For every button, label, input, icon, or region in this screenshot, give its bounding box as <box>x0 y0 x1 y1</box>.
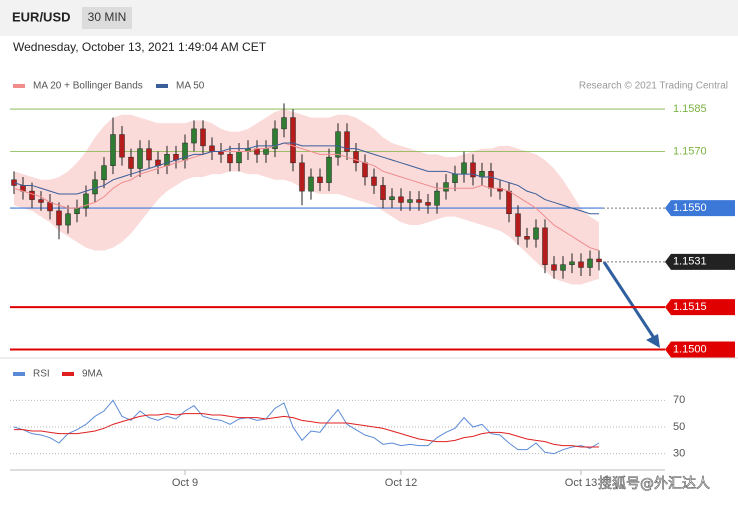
candle-body <box>281 117 287 130</box>
candle-body <box>317 176 323 183</box>
x-tick-label: Oct 12 <box>385 477 417 489</box>
y-tick-label: 70 <box>673 394 685 406</box>
candle-body <box>551 264 557 271</box>
watermark: 搜狐号@外汇达人 <box>598 476 710 492</box>
candle-body <box>353 151 359 164</box>
candle-body <box>236 151 242 164</box>
candle-body <box>416 199 422 203</box>
forecast-arrow <box>602 261 658 342</box>
candle-body <box>110 134 116 166</box>
candle-body <box>470 162 476 178</box>
timestamp: Wednesday, October 13, 2021 1:49:04 AM C… <box>13 40 267 54</box>
candle-body <box>461 162 467 175</box>
candle-body <box>560 264 566 271</box>
candle-body <box>344 131 350 152</box>
candle-body <box>488 171 494 189</box>
timeframe[interactable]: 30 MIN <box>88 10 127 24</box>
candle-body <box>146 148 152 161</box>
level-label: 1.1515 <box>673 301 707 313</box>
candle-body <box>65 213 71 226</box>
candle-body <box>407 199 413 203</box>
legend-swatch <box>13 84 25 88</box>
candle-body <box>326 156 332 183</box>
level-label: 1.1500 <box>673 343 707 355</box>
legend-label: MA 20 + Bollinger Bands <box>33 81 143 92</box>
legend-label: RSI <box>33 369 50 380</box>
candle-body <box>191 128 197 144</box>
candle-body <box>506 190 512 214</box>
candle-body <box>92 179 98 195</box>
indicator-line <box>14 413 599 448</box>
candle-body <box>371 176 377 186</box>
y-tick-label: 30 <box>673 448 685 460</box>
y-tick-label: 50 <box>673 421 685 433</box>
candle-body <box>398 196 404 203</box>
candle-body <box>137 148 143 169</box>
candle-body <box>542 227 548 265</box>
candle-body <box>209 145 215 152</box>
candle-body <box>587 258 593 268</box>
candle-body <box>308 176 314 192</box>
ma-line <box>13 142 600 251</box>
candle-body <box>569 261 575 265</box>
candle-body <box>119 134 125 158</box>
level-label: 1.1585 <box>673 103 707 115</box>
legend-label: MA 50 <box>176 81 205 92</box>
x-tick-label: Oct 9 <box>172 477 198 489</box>
candle-body <box>290 117 296 164</box>
candle-body <box>29 190 35 200</box>
candle-body <box>128 156 134 169</box>
legend-swatch <box>156 84 168 88</box>
candle-body <box>533 227 539 240</box>
level-tag <box>665 341 735 358</box>
candle-body <box>380 185 386 200</box>
candle-body <box>434 190 440 206</box>
candle-body <box>362 162 368 178</box>
candle-body <box>443 182 449 192</box>
legend-swatch <box>13 372 25 376</box>
level-tag <box>665 299 735 316</box>
candle-body <box>524 236 530 240</box>
legend-label: 9MA <box>82 369 103 380</box>
candle-body <box>38 199 44 203</box>
candle-body <box>596 258 602 263</box>
bollinger-band <box>14 109 599 285</box>
legend-swatch <box>62 372 74 376</box>
copyright: Research © 2021 Trading Central <box>579 81 728 92</box>
candle-body <box>47 202 53 212</box>
candle-body <box>389 196 395 200</box>
candle-body <box>74 207 80 214</box>
level-label: 1.1550 <box>673 202 707 214</box>
candle-body <box>200 128 206 147</box>
candle-body <box>515 213 521 237</box>
ma-line <box>13 142 599 215</box>
candle-body <box>272 128 278 149</box>
level-tag <box>665 200 735 217</box>
x-tick-label: Oct 13 <box>565 477 597 489</box>
level-label: 1.1531 <box>673 256 707 268</box>
timeframe-box[interactable] <box>82 7 132 29</box>
candle-body <box>452 173 458 183</box>
forecast-arrowhead <box>646 334 660 348</box>
indicator-line <box>13 399 600 455</box>
candle-body <box>83 193 89 209</box>
candle-body <box>263 148 269 155</box>
candle-body <box>56 210 62 226</box>
level-tag <box>665 253 735 270</box>
candle-body <box>101 165 107 181</box>
candle-body <box>164 154 170 166</box>
candle-body <box>227 154 233 164</box>
symbol: EUR/USD <box>12 9 71 24</box>
candle-body <box>299 162 305 192</box>
candle-body <box>425 202 431 206</box>
level-label: 1.1570 <box>673 145 707 157</box>
candle-body <box>335 131 341 158</box>
candle-body <box>578 261 584 268</box>
